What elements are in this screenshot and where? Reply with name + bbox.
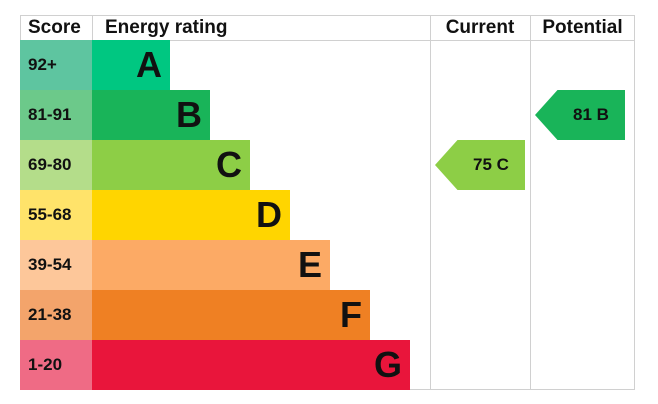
header-current: Current <box>445 17 515 38</box>
score-band-g: 1-20 <box>20 340 92 390</box>
rating-bar-g: G <box>92 340 410 390</box>
divider <box>92 15 93 40</box>
divider <box>530 15 531 390</box>
header-potential: Potential <box>542 17 623 38</box>
rating-bar-f: F <box>92 290 370 340</box>
score-band-e: 39-54 <box>20 240 92 290</box>
score-band-b: 81-91 <box>20 90 92 140</box>
rating-bar-c: C <box>92 140 250 190</box>
rating-bar-b: B <box>92 90 210 140</box>
header-energy-rating: Energy rating <box>105 17 228 38</box>
epc-chart-frame <box>20 15 635 391</box>
score-band-f: 21-38 <box>20 290 92 340</box>
divider <box>634 15 635 390</box>
rating-bar-d: D <box>92 190 290 240</box>
rating-bar-e: E <box>92 240 330 290</box>
score-band-a: 92+ <box>20 40 92 90</box>
score-band-c: 69-80 <box>20 140 92 190</box>
rating-bar-a: A <box>92 40 170 90</box>
header-score: Score <box>28 17 81 38</box>
divider <box>430 15 431 390</box>
score-band-d: 55-68 <box>20 190 92 240</box>
divider <box>20 40 635 41</box>
